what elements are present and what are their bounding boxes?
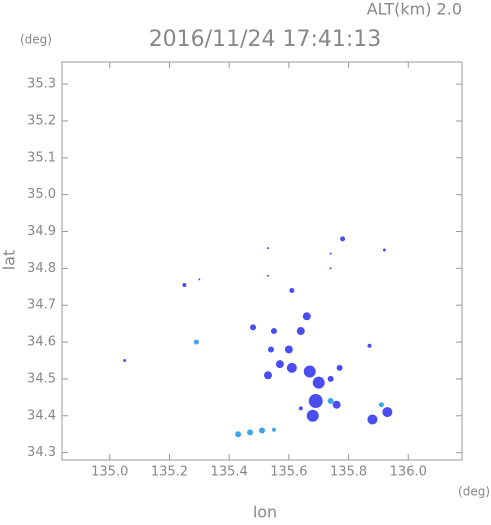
- y-tick-label: 35.0: [27, 187, 56, 202]
- y-tick-label: 34.7: [27, 298, 56, 313]
- x-tick-label: 135.0: [91, 465, 128, 480]
- echo: [266, 247, 269, 250]
- echo: [263, 371, 272, 380]
- echo: [275, 360, 284, 369]
- echo: [267, 346, 274, 353]
- echo: [247, 429, 254, 436]
- plot-frame: [61, 61, 463, 461]
- echo: [303, 365, 316, 378]
- x-tick-label: 135.4: [211, 465, 248, 480]
- echo: [367, 414, 378, 425]
- y-tick-label: 35.1: [27, 150, 56, 165]
- echo: [259, 427, 265, 434]
- chart-title: 2016/11/24 17:41:13: [149, 27, 382, 52]
- echo: [198, 278, 201, 281]
- y-tick-label: 35.3: [27, 77, 56, 92]
- x-tick-label: 135.8: [330, 465, 367, 480]
- echo: [312, 376, 325, 389]
- echo: [271, 427, 276, 432]
- x-tick-label: 135.2: [151, 465, 188, 480]
- echo: [270, 328, 277, 335]
- echo: [329, 267, 332, 270]
- x-tick-label: 135.6: [270, 465, 307, 480]
- echo: [284, 345, 293, 354]
- echo: [296, 327, 305, 336]
- echo: [329, 252, 332, 255]
- echo: [266, 274, 269, 277]
- echo: [367, 343, 372, 348]
- y-tick-label: 34.9: [27, 224, 56, 239]
- echo: [286, 362, 297, 373]
- echo: [193, 339, 199, 345]
- y-tick-label: 34.5: [27, 371, 56, 386]
- y-tick-label: 34.6: [27, 335, 56, 350]
- echo: [235, 431, 242, 438]
- x-unit: (deg): [458, 485, 490, 499]
- echo: [332, 400, 341, 409]
- y-tick-label: 34.3: [27, 445, 56, 460]
- echo: [250, 324, 257, 331]
- echo: [308, 394, 323, 409]
- echo: [182, 282, 187, 287]
- echo: [302, 312, 311, 321]
- echo: [336, 364, 343, 371]
- echo: [340, 236, 346, 242]
- echo: [306, 409, 319, 422]
- x-tick-label: 136.0: [390, 465, 427, 480]
- y-tick-label: 34.8: [27, 261, 56, 276]
- echo: [382, 407, 393, 418]
- y-tick-label: 35.2: [27, 113, 56, 128]
- echo: [123, 359, 127, 362]
- echo: [298, 406, 303, 411]
- altitude: ALT(km) 2.0: [367, 0, 462, 19]
- y-axis-label: lat: [0, 250, 19, 271]
- echo: [327, 375, 334, 382]
- echo: [378, 402, 384, 408]
- echo: [382, 248, 386, 252]
- echo: [289, 287, 295, 293]
- y-unit: (deg): [20, 33, 52, 47]
- x-axis-label: lon: [253, 503, 277, 522]
- echo: [327, 398, 334, 405]
- y-tick-label: 34.4: [27, 408, 56, 423]
